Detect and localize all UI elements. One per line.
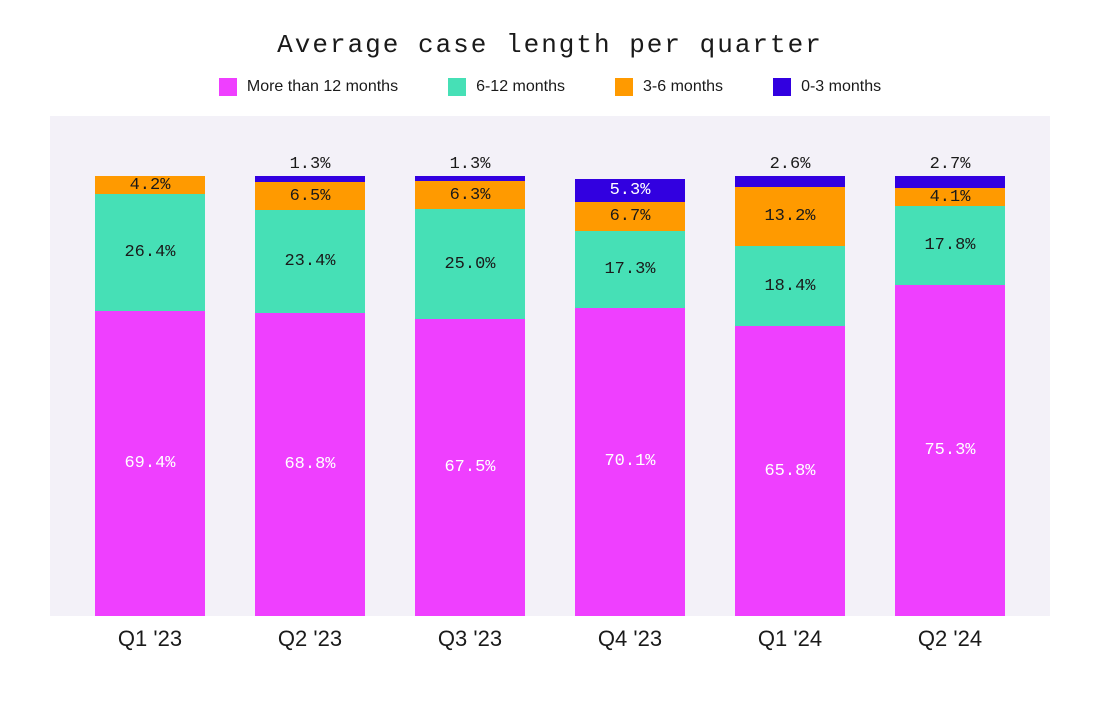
legend-swatch: [219, 78, 237, 96]
bar-segment-zero-three: 5.3%: [575, 179, 685, 202]
legend-swatch: [773, 78, 791, 96]
segment-value-label: 65.8%: [764, 462, 815, 481]
segment-value-label: 26.4%: [124, 243, 175, 262]
bar-group: 1.3%6.3%25.0%67.5%: [390, 176, 550, 616]
bar-group: 4.2% 26.4% 69.4%: [70, 176, 230, 616]
chart-title: Average case length per quarter: [50, 30, 1050, 60]
x-axis-label: Q1 '23: [70, 626, 230, 652]
bar-segment-six-twelve: 25.0%: [415, 209, 525, 319]
x-axis-label: Q3 '23: [390, 626, 550, 652]
stacked-bar: 4.2% 26.4% 69.4%: [95, 176, 205, 616]
bar-segment-three-six: 6.3%: [415, 181, 525, 209]
bar-segment-zero-three: 2.6%: [735, 176, 845, 187]
segment-value-label-above: 1.3%: [290, 155, 331, 174]
stacked-bar: 1.3%6.3%25.0%67.5%: [415, 176, 525, 616]
segment-value-label: 25.0%: [444, 255, 495, 274]
bar-segment-three-six: 13.2%: [735, 187, 845, 245]
bar-segment-more-twelve: 69.4%: [95, 311, 205, 616]
segment-value-label: 6.3%: [450, 186, 491, 205]
segment-value-label: 17.3%: [604, 260, 655, 279]
segment-value-label: 69.4%: [124, 454, 175, 473]
bar-group: 1.3%6.5%23.4%68.8%: [230, 176, 390, 616]
x-axis-label: Q2 '23: [230, 626, 390, 652]
x-axis-labels: Q1 '23Q2 '23Q3 '23Q4 '23Q1 '24Q2 '24: [50, 616, 1050, 652]
bar-segment-more-twelve: 65.8%: [735, 326, 845, 616]
legend-label: 6-12 months: [476, 78, 565, 96]
bar-segment-six-twelve: 26.4%: [95, 194, 205, 310]
segment-value-label-above: 2.7%: [930, 155, 971, 174]
bar-segment-six-twelve: 17.8%: [895, 206, 1005, 284]
x-axis-label: Q4 '23: [550, 626, 710, 652]
segment-value-label-above: 2.6%: [770, 155, 811, 174]
segment-value-label: 70.1%: [604, 452, 655, 471]
stacked-bar: 5.3% 6.7% 17.3% 70.1%: [575, 179, 685, 616]
legend-swatch: [615, 78, 633, 96]
bar-segment-three-six: 4.1%: [895, 188, 1005, 206]
bar-segment-six-twelve: 18.4%: [735, 246, 845, 327]
stacked-bar: 2.6% 13.2% 18.4% 65.8%: [735, 176, 845, 616]
plot-area: 4.2% 26.4% 69.4% 1.3% 6.5% 23.4% 68.8% 1.3% 6.3%…: [50, 116, 1050, 616]
segment-value-label: 17.8%: [924, 236, 975, 255]
legend-swatch: [448, 78, 466, 96]
legend: More than 12 months 6-12 months 3-6 mont…: [50, 78, 1050, 96]
segment-value-label: 6.7%: [610, 207, 651, 226]
chart-container: Average case length per quarter More tha…: [0, 0, 1100, 708]
bar-segment-zero-three: 2.7%: [895, 176, 1005, 188]
segment-value-label: 5.3%: [610, 181, 651, 200]
bar-segment-more-twelve: 68.8%: [255, 313, 365, 616]
legend-item-more-than-12: More than 12 months: [219, 78, 398, 96]
legend-label: 3-6 months: [643, 78, 723, 96]
stacked-bar: 1.3%6.5%23.4%68.8%: [255, 176, 365, 616]
x-axis-label: Q2 '24: [870, 626, 1030, 652]
segment-value-label-above: 1.3%: [450, 155, 491, 174]
bar-segment-six-twelve: 23.4%: [255, 210, 365, 313]
bar-segment-six-twelve: 17.3%: [575, 231, 685, 307]
legend-item-6-12: 6-12 months: [448, 78, 565, 96]
segment-value-label: 23.4%: [284, 252, 335, 271]
legend-item-0-3: 0-3 months: [773, 78, 881, 96]
legend-label: More than 12 months: [247, 78, 398, 96]
bar-segment-three-six: 6.7%: [575, 202, 685, 231]
segment-value-label: 4.2%: [130, 176, 171, 195]
segment-value-label: 18.4%: [764, 277, 815, 296]
bar-segment-more-twelve: 67.5%: [415, 319, 525, 616]
bar-group: 2.6% 13.2% 18.4% 65.8%: [710, 176, 870, 616]
segment-value-label: 13.2%: [764, 207, 815, 226]
bar-group: 2.7%4.1% 17.8% 75.3%: [870, 176, 1030, 616]
legend-label: 0-3 months: [801, 78, 881, 96]
x-axis-label: Q1 '24: [710, 626, 870, 652]
bar-segment-more-twelve: 75.3%: [895, 285, 1005, 616]
bar-segment-more-twelve: 70.1%: [575, 308, 685, 616]
bar-group: 5.3% 6.7% 17.3% 70.1%: [550, 179, 710, 616]
segment-value-label: 67.5%: [444, 458, 495, 477]
stacked-bar: 2.7%4.1% 17.8% 75.3%: [895, 176, 1005, 616]
segment-value-label: 75.3%: [924, 441, 975, 460]
bar-segment-three-six: 6.5%: [255, 182, 365, 211]
legend-item-3-6: 3-6 months: [615, 78, 723, 96]
bar-segment-three-six: 4.2%: [95, 176, 205, 194]
segment-value-label: 6.5%: [290, 187, 331, 206]
segment-value-label: 68.8%: [284, 455, 335, 474]
segment-value-label: 4.1%: [930, 188, 971, 207]
